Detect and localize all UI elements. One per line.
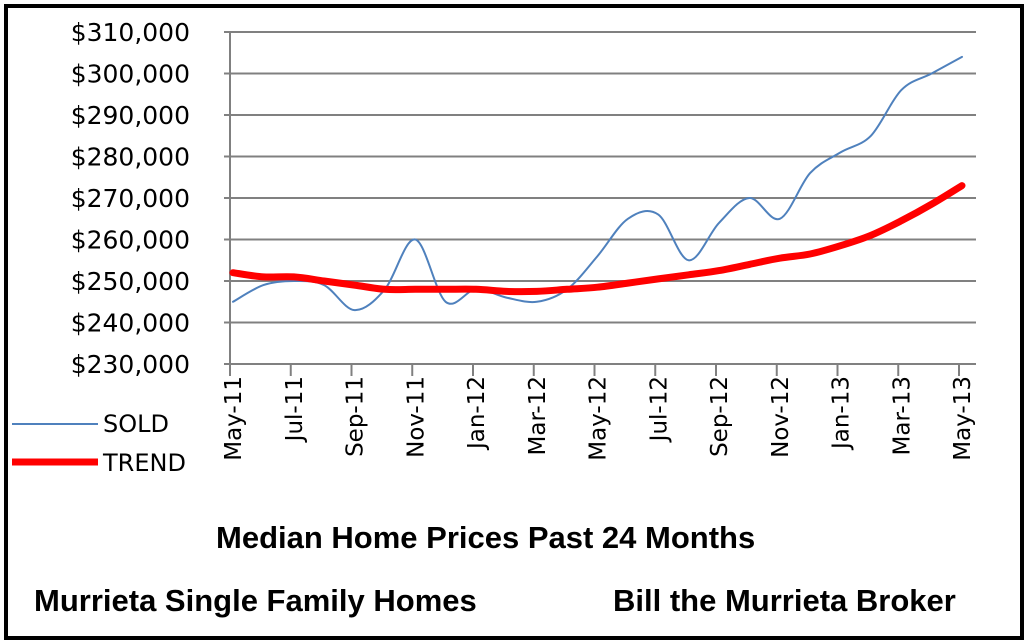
- gridlines: [230, 31, 976, 365]
- series-lines: [229, 55, 966, 312]
- x-tick-label: Mar-12: [525, 376, 551, 456]
- legend-label-trend: TREND: [102, 449, 186, 477]
- x-tick-label: Jan-12: [464, 376, 490, 451]
- x-tick-label: Nov-12: [768, 376, 794, 458]
- y-tick-label: $280,000: [71, 143, 190, 172]
- y-axis-tick-labels: $310,000 $300,000 $290,000 $280,000 $270,000…: [71, 18, 190, 379]
- y-tick-label: $290,000: [71, 101, 190, 130]
- caption-right: Bill the Murrieta Broker: [613, 583, 956, 618]
- series-line-sold: [232, 55, 963, 312]
- series-line-trend: [229, 182, 966, 296]
- x-tick-label: Jul-11: [282, 376, 308, 443]
- y-tick-label: $230,000: [71, 350, 190, 379]
- x-tick-label: Jul-12: [646, 376, 672, 443]
- y-tick-label: $300,000: [71, 60, 190, 89]
- y-tick-label: $240,000: [71, 309, 190, 338]
- chart-title: Median Home Prices Past 24 Months: [216, 520, 756, 555]
- legend-label-sold: SOLD: [103, 410, 169, 438]
- y-tick-label: $260,000: [71, 226, 190, 255]
- caption-left: Murrieta Single Family Homes: [34, 583, 477, 618]
- chart-frame: [4, 4, 1024, 640]
- x-tick-label: Mar-13: [889, 376, 915, 456]
- y-tick-label: $250,000: [71, 267, 190, 296]
- x-tick-label: May-12: [586, 376, 612, 461]
- axes: [224, 31, 976, 376]
- x-tick-label: Jan-13: [829, 376, 855, 451]
- y-tick-label: $270,000: [71, 184, 190, 213]
- x-tick-label: Sep-11: [343, 376, 369, 457]
- y-tick-label: $310,000: [71, 18, 190, 47]
- x-tick-label: May-13: [950, 376, 976, 461]
- legend: SOLD TREND: [12, 410, 186, 477]
- x-tick-label: May-11: [221, 376, 247, 461]
- x-tick-label: Sep-12: [707, 376, 733, 457]
- x-tick-label: Nov-11: [403, 376, 429, 458]
- x-axis-tick-labels: May-11 Jul-11 Sep-11 Nov-11 Jan-12 Mar-12 May-…: [221, 376, 976, 461]
